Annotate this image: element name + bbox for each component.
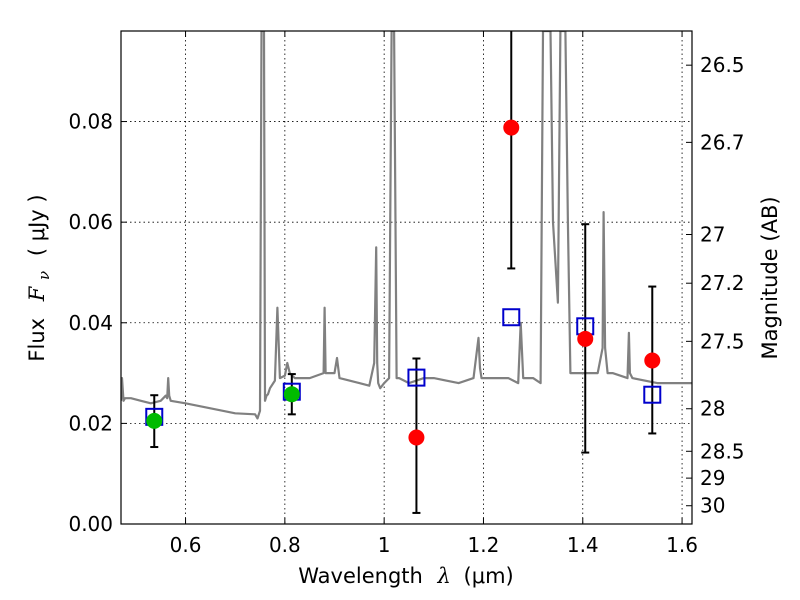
y-axis-label-unit: ( μJy ) — [25, 194, 49, 256]
y-axis-label-subscript: ν — [35, 271, 53, 280]
green-data-point — [283, 386, 300, 403]
mag-tick-label: 27.5 — [700, 329, 745, 353]
x-tick-label: 1 — [378, 533, 391, 557]
errorbars — [150, 31, 657, 514]
red-data-point — [577, 330, 594, 347]
mag-tick-label: 27.2 — [700, 271, 745, 295]
y-axis-label-symbol: F — [25, 285, 49, 302]
y-tick-label: 0.08 — [68, 110, 113, 134]
mag-tick-label: 26.5 — [700, 53, 745, 77]
y2-axis-label: Magnitude (AB) — [758, 196, 782, 359]
model-spectrum-line — [121, 31, 692, 420]
markers — [145, 119, 662, 446]
x-axis-label-symbol: λ — [437, 564, 451, 588]
mag-tick-label: 26.7 — [700, 130, 745, 154]
green-data-point — [146, 412, 163, 429]
x-axis-label-unit: (μm) — [464, 564, 514, 588]
red-data-point — [408, 429, 425, 446]
mag-tick-label: 30 — [700, 494, 725, 518]
grid-lines — [121, 31, 692, 525]
model-square-marker — [407, 368, 426, 387]
y-axis-label-text: Flux — [25, 318, 49, 362]
x-tick-label: 1.6 — [666, 533, 698, 557]
y-tick-label: 0.06 — [68, 210, 113, 234]
y-tick-label: 0.00 — [68, 512, 113, 536]
x-tick-label: 1.2 — [468, 533, 500, 557]
mag-tick-label: 27 — [700, 223, 725, 247]
y-tick-label: 0.02 — [68, 411, 113, 435]
y-tick-label: 0.04 — [68, 311, 113, 335]
x-axis-label-text: Wavelength — [298, 564, 423, 588]
y-axis-label: Flux F ν ( μJy ) — [25, 194, 54, 361]
x-axis-label: Wavelength λ (μm) — [298, 564, 513, 588]
axis-ticks — [121, 31, 692, 525]
x-tick-label: 0.6 — [170, 533, 202, 557]
mag-tick-label: 28 — [700, 397, 725, 421]
axis-tick-labels: 0.6 0.8 1 1.2 1.4 1.6 0.00 0.02 0.04 0.06 0.08 26.5… — [68, 53, 744, 557]
mag-tick-label: 28.5 — [700, 439, 745, 463]
red-data-point — [503, 119, 520, 136]
x-tick-label: 1.4 — [567, 533, 599, 557]
model-square-marker — [502, 308, 521, 327]
model-square-marker — [643, 385, 662, 404]
plot-frame — [120, 30, 693, 525]
mag-tick-label: 29 — [700, 466, 725, 490]
red-data-point — [644, 352, 661, 369]
x-tick-label: 0.8 — [269, 533, 301, 557]
